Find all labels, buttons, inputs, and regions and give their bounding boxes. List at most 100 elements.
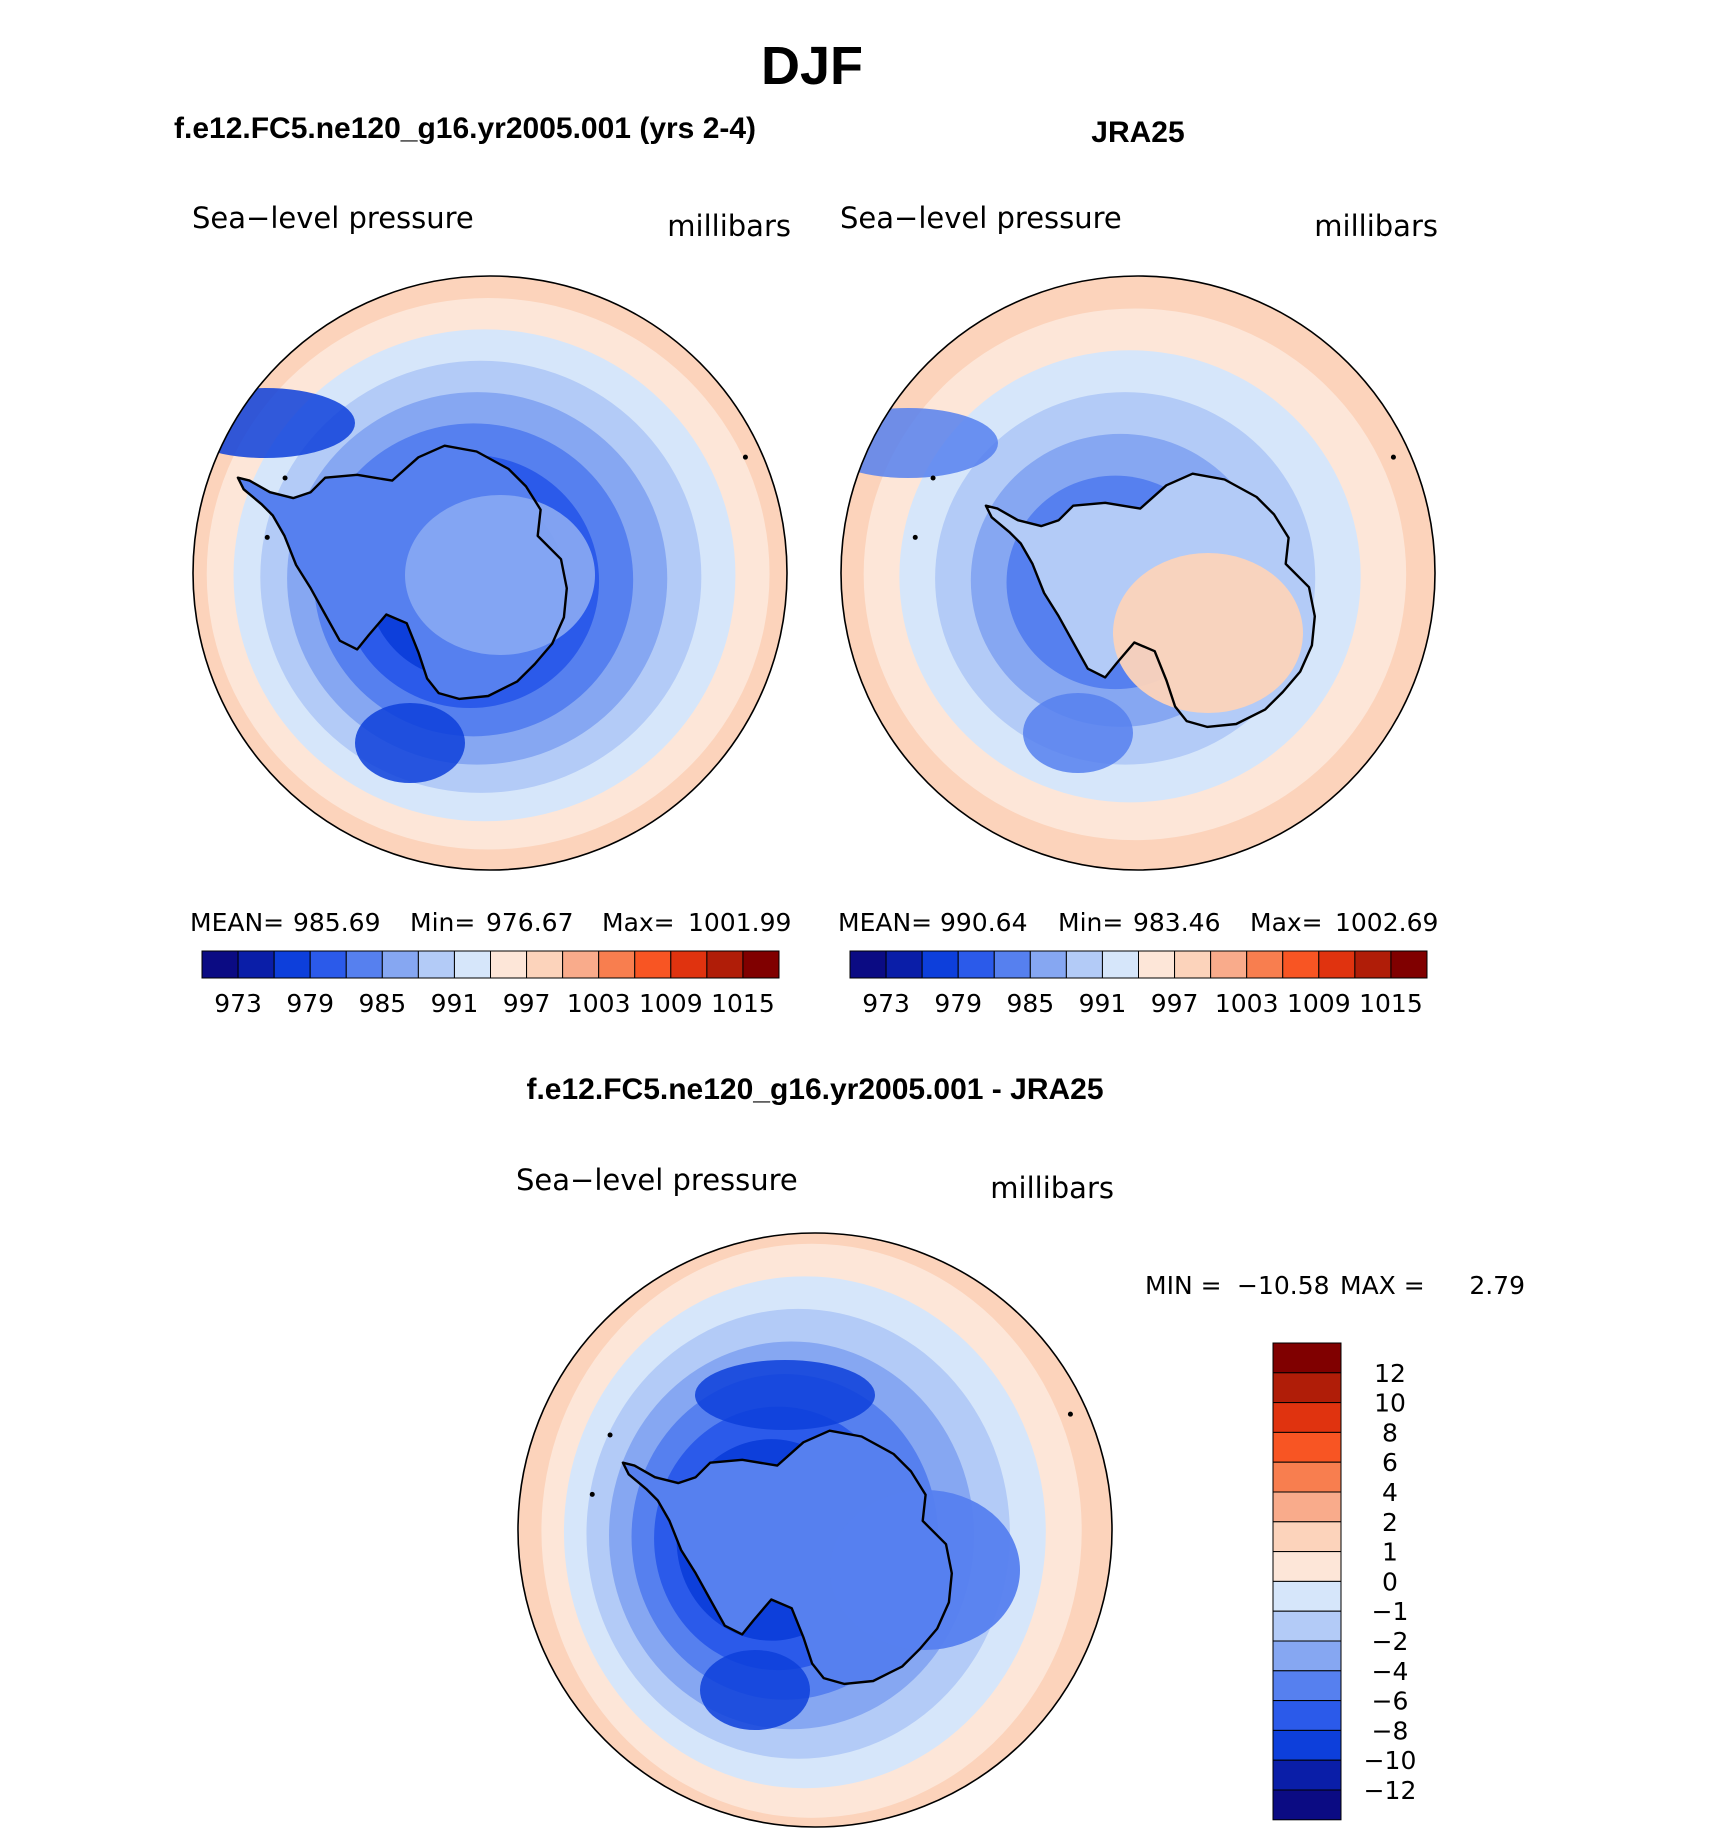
colorbar-box-1	[1272, 1372, 1342, 1404]
colorbar-box-14	[706, 950, 744, 979]
colorbar-box-0	[201, 950, 239, 979]
colorbar-box-3	[1272, 1431, 1342, 1463]
colorbar-box-3	[309, 950, 347, 979]
colorbar-label-3: 991	[431, 989, 479, 1018]
colorbar-label-5: 1003	[1215, 989, 1279, 1018]
colorbar-box-6	[1272, 1521, 1342, 1553]
colorbar-box-7	[453, 950, 491, 979]
colorbar-box-5	[1029, 950, 1067, 979]
panel-diff-map	[517, 1232, 1113, 1828]
colorbar-label-8: −1	[1372, 1597, 1409, 1626]
colorbar-box-14	[1272, 1759, 1342, 1791]
colorbar-box-13	[1318, 950, 1356, 979]
max-label: Max=	[1250, 908, 1323, 937]
coastline	[621, 1429, 953, 1686]
panel-obs-left-label: Sea−level pressure	[840, 201, 1122, 235]
colorbar-box-12	[1272, 1700, 1342, 1731]
min-value: 976.67	[486, 908, 573, 937]
panel-obs-title: JRA25	[1091, 116, 1184, 149]
colorbar-box-7	[1272, 1551, 1342, 1582]
panel-model-title: f.e12.FC5.ne120_g16.yr2005.001 (yrs 2-4)	[174, 112, 756, 145]
island-1	[264, 534, 270, 540]
colorbar-box-6	[1065, 950, 1103, 979]
colorbar-box-9	[1174, 950, 1212, 979]
island-2	[1067, 1411, 1073, 1417]
colorbar-box-4	[1272, 1461, 1342, 1493]
coastline	[984, 472, 1316, 729]
max-value: 1001.99	[688, 908, 791, 937]
colorbar-box-10	[1272, 1640, 1342, 1672]
colorbar-label-14: −12	[1364, 1776, 1417, 1805]
colorbar-label-5: 1003	[567, 989, 631, 1018]
colorbar-box-1	[885, 950, 923, 979]
colorbar-box-15	[742, 950, 780, 979]
panel-obs-stats: MEAN= 990.64 Min= 983.46 Max= 1002.69	[838, 908, 1438, 937]
colorbar-label-4: 4	[1382, 1478, 1398, 1507]
colorbar-box-13	[670, 950, 708, 979]
low-pressure-core-1	[700, 1650, 810, 1730]
panel-model: f.e12.FC5.ne120_g16.yr2005.001 (yrs 2-4)…	[174, 112, 791, 1018]
colorbar-label-3: 6	[1382, 1448, 1398, 1477]
min-label: Min=	[1058, 908, 1123, 937]
max-value: 1002.69	[1335, 908, 1438, 937]
min-label: Min=	[410, 908, 475, 937]
colorbar-box-9	[526, 950, 564, 979]
island-0	[282, 475, 288, 481]
colorbar-box-4	[345, 950, 383, 979]
colorbar-label-2: 985	[358, 989, 406, 1018]
colorbar-label-1: 10	[1374, 1389, 1406, 1418]
panel-diff-stats: MIN = −10.58 MAX = 2.79	[1145, 1271, 1525, 1300]
colorbar-box-11	[1246, 950, 1284, 979]
colorbar-box-5	[1272, 1491, 1342, 1523]
continent-interior	[1113, 553, 1303, 713]
panel-diff-left-label: Sea−level pressure	[516, 1163, 798, 1197]
low-pressure-core-0	[193, 388, 355, 458]
map-boundary	[192, 275, 788, 871]
island-2	[742, 454, 748, 460]
colorbar-box-5	[381, 950, 419, 979]
colorbar-label-0: 973	[862, 989, 910, 1018]
low-pressure-core-0	[695, 1360, 875, 1430]
colorbar-label-4: 997	[503, 989, 551, 1018]
colorbar-box-0	[1272, 1342, 1342, 1374]
colorbar-label-5: 2	[1382, 1508, 1398, 1537]
colorbar-box-10	[1210, 950, 1248, 979]
colorbar-label-9: −2	[1372, 1627, 1409, 1656]
mean-value: 990.64	[940, 908, 1027, 937]
colorbar-box-0	[849, 950, 887, 979]
colorbar-label-13: −10	[1364, 1746, 1417, 1775]
low-pressure-core-0	[841, 408, 998, 478]
island-2	[1390, 454, 1396, 460]
colorbar-label-6: 1009	[1287, 989, 1351, 1018]
colorbar-label-7: 1015	[711, 989, 775, 1018]
colorbar-label-2: 985	[1006, 989, 1054, 1018]
panel-obs-units: millibars	[1314, 209, 1438, 243]
colorbar-box-6	[417, 950, 455, 979]
coastline	[236, 444, 568, 701]
colorbar-box-11	[1272, 1670, 1342, 1702]
colorbar-label-3: 991	[1079, 989, 1127, 1018]
colorbar-box-15	[1390, 950, 1428, 979]
continent-interior	[830, 1490, 1020, 1650]
colorbar-box-8	[1138, 950, 1176, 979]
colorbar-box-13	[1272, 1729, 1342, 1761]
colorbar-label-7: 1015	[1359, 989, 1423, 1018]
colorbar-box-8	[490, 950, 528, 979]
colorbar-label-11: −6	[1372, 1687, 1409, 1716]
colorbar-label-10: −4	[1372, 1657, 1409, 1686]
island-1	[589, 1491, 595, 1497]
mean-label: MEAN=	[838, 908, 932, 937]
island-0	[607, 1432, 613, 1438]
mean-value: 985.69	[293, 908, 380, 937]
map-boundary	[840, 275, 1436, 871]
colorbar-label-2: 8	[1382, 1418, 1398, 1447]
colorbar-box-7	[1101, 950, 1139, 979]
map-boundary	[517, 1232, 1113, 1828]
panel-diff-title: f.e12.FC5.ne120_g16.yr2005.001 - JRA25	[526, 1073, 1103, 1106]
island-1	[912, 534, 918, 540]
colorbar-box-2	[921, 950, 959, 979]
panel-model-colorbar: 973 979 985 991 997 1003 1009 1015	[201, 950, 780, 1018]
continent-interior	[405, 495, 595, 655]
